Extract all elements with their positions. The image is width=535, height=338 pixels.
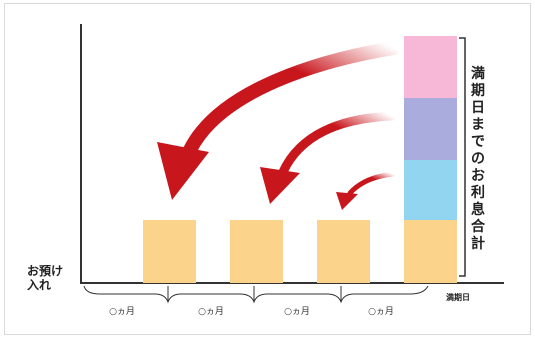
large-arrow-icon [157, 41, 401, 200]
period-braces [83, 285, 429, 304]
period-label-2: ○ヵ月 [198, 307, 224, 317]
principal-block-3 [317, 220, 370, 283]
small-arrow-icon [336, 171, 396, 210]
deposit-label-text: お預け入れ [27, 264, 64, 292]
interest-segment-blue [404, 160, 457, 220]
interest-total-label: 満期日までのお利息合計 [471, 66, 485, 252]
interest-segment-pink [404, 36, 457, 98]
maturity-principal-block [404, 220, 457, 283]
deposit-label: お預け入れ [27, 264, 67, 292]
interest-bracket [459, 37, 466, 277]
medium-arrow-icon [260, 111, 397, 204]
maturity-label: 満期日 [446, 293, 470, 302]
period-label-3: ○ヵ月 [284, 307, 310, 317]
principal-block-1 [143, 220, 196, 283]
interest-segment-lavender [404, 98, 457, 160]
period-label-1: ○ヵ月 [109, 307, 135, 317]
period-label-4: ○ヵ月 [368, 307, 394, 317]
principal-block-2 [230, 220, 283, 283]
